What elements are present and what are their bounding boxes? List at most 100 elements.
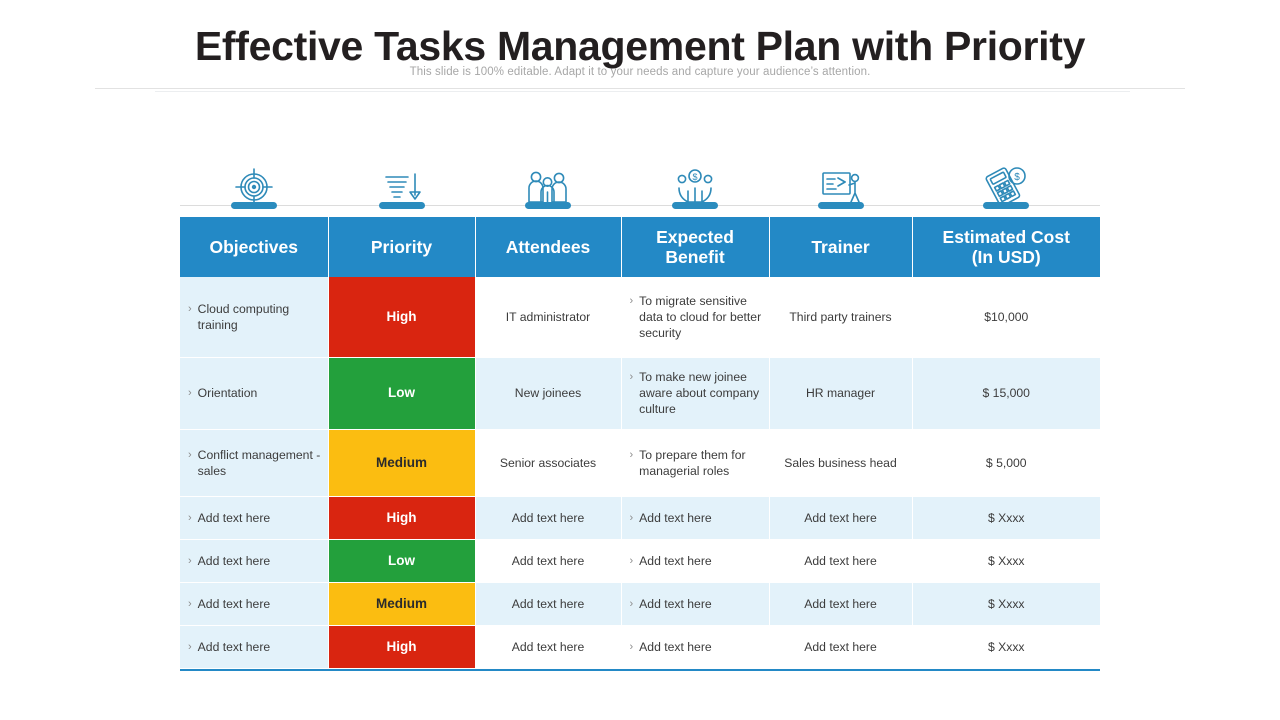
cell-objective[interactable]: › Add text here (180, 625, 329, 669)
svg-text:$: $ (692, 172, 697, 182)
priority-sort-descending-icon (380, 162, 424, 212)
cell-attendees[interactable]: Add text here (475, 496, 622, 540)
cell-trainer[interactable]: Third party trainers (769, 277, 913, 358)
cell-priority[interactable]: High (328, 625, 476, 669)
cell-trainer[interactable]: Add text here (769, 496, 913, 540)
bullet-icon: › (629, 554, 634, 567)
cell-expected-benefit-text: Add text here (639, 553, 712, 568)
cell-priority[interactable]: Medium (328, 582, 476, 626)
column-header-attendees[interactable]: Attendees (475, 217, 622, 277)
cell-attendees[interactable]: Add text here (475, 582, 622, 626)
svg-text:$: $ (1014, 172, 1020, 183)
column-header-objectives[interactable]: Objectives (180, 217, 329, 277)
table-body: › Cloud computing training High IT administ… (180, 277, 1100, 669)
cell-objective-text: Conflict management - sales (197, 447, 321, 478)
header-line: Attendees (505, 237, 591, 257)
header-line: Trainer (811, 237, 870, 257)
bullet-icon: › (188, 448, 192, 461)
cell-objective-text: Orientation (197, 386, 258, 400)
cell-expected-benefit[interactable]: › Add text here (621, 582, 770, 626)
cell-objective-text: Add text here (197, 596, 271, 611)
icon-strip: $ (180, 142, 1100, 212)
table-header-row: Objectives Priority Attendees Expected B… (180, 217, 1100, 277)
cell-trainer[interactable]: HR manager (769, 357, 913, 430)
cell-expected-benefit[interactable]: › To make new joinee aware about company … (621, 357, 770, 430)
cell-objective[interactable]: › Cloud computing training (180, 277, 329, 358)
cell-estimated-cost[interactable]: $ 5,000 (912, 429, 1100, 497)
bullet-icon: › (188, 387, 192, 399)
bullet-icon: › (188, 554, 192, 567)
cell-trainer[interactable]: Sales business head (769, 429, 913, 497)
cell-objective[interactable]: › Orientation (180, 357, 329, 430)
cell-priority[interactable]: High (328, 277, 476, 358)
cell-expected-benefit[interactable]: › Add text here (621, 625, 770, 669)
cell-priority[interactable]: Low (328, 539, 476, 583)
icon-cell-estimated-cost: $ (912, 142, 1100, 212)
icon-accent-bar (983, 202, 1029, 209)
cell-priority[interactable]: Medium (328, 429, 476, 497)
table-row: › Add text here High Add text here › Add text… (180, 625, 1100, 669)
tasks-table: Objectives Priority Attendees Expected B… (180, 217, 1100, 669)
column-header-priority[interactable]: Priority (328, 217, 476, 277)
cell-trainer[interactable]: Add text here (769, 539, 913, 583)
cell-estimated-cost[interactable]: $ Xxxx (912, 625, 1100, 669)
cell-attendees[interactable]: IT administrator (475, 277, 622, 358)
cell-expected-benefit[interactable]: › Add text here (621, 496, 770, 540)
cell-priority[interactable]: High (328, 496, 476, 540)
table-row: › Add text here High Add text here › Add text… (180, 496, 1100, 540)
cell-expected-benefit-text: To migrate sensitive data to cloud for b… (639, 293, 762, 340)
title-divider-secondary (155, 91, 1130, 92)
cell-objective[interactable]: › Add text here (180, 496, 329, 540)
cell-expected-benefit-text: Add text here (639, 639, 712, 654)
table-row: › Add text here Medium Add text here › Add te… (180, 582, 1100, 626)
header-line: Estimated Cost (942, 227, 1070, 247)
cell-priority[interactable]: Low (328, 357, 476, 430)
table-row: › Cloud computing training High IT administ… (180, 277, 1100, 358)
icon-cell-objectives (180, 142, 328, 212)
header-line: Expected (656, 227, 734, 247)
page-subtitle: This slide is 100% editable. Adapt it to… (409, 66, 871, 78)
icon-accent-bar (378, 202, 425, 209)
icon-cell-priority (328, 142, 475, 212)
cell-objective-text: Add text here (197, 510, 271, 525)
bullet-icon: › (629, 448, 634, 461)
cell-expected-benefit[interactable]: › To migrate sensitive data to cloud for … (621, 277, 770, 358)
cell-estimated-cost[interactable]: $10,000 (912, 277, 1100, 358)
cell-expected-benefit[interactable]: › To prepare them for managerial roles (621, 429, 770, 497)
cell-objective-text: Cloud computing training (197, 301, 290, 332)
cell-objective-text: Add text here (197, 639, 271, 654)
cell-trainer[interactable]: Add text here (769, 625, 913, 669)
column-header-trainer[interactable]: Trainer (769, 217, 913, 277)
bullet-icon: › (188, 302, 192, 315)
bullet-icon: › (188, 640, 192, 653)
bullet-icon: › (629, 294, 634, 307)
header-line: Benefit (665, 247, 725, 267)
trainer-presentation-icon (818, 162, 864, 212)
target-icon (233, 162, 275, 212)
bullet-icon: › (188, 597, 192, 610)
cell-estimated-cost[interactable]: $ Xxxx (912, 496, 1100, 540)
cell-objective-text: Add text here (197, 553, 271, 568)
cell-objective[interactable]: › Conflict management - sales (180, 429, 329, 497)
cell-trainer[interactable]: Add text here (769, 582, 913, 626)
cell-objective[interactable]: › Add text here (180, 582, 329, 626)
bullet-icon: › (188, 511, 192, 524)
cell-expected-benefit-text: Add text here (639, 510, 712, 525)
cell-attendees[interactable]: Senior associates (475, 429, 622, 497)
header-line: Objectives (209, 237, 299, 257)
cell-estimated-cost[interactable]: $ Xxxx (912, 582, 1100, 626)
people-group-icon (525, 162, 571, 212)
bullet-icon: › (629, 511, 634, 524)
cell-objective[interactable]: › Add text here (180, 539, 329, 583)
cell-estimated-cost[interactable]: $ 15,000 (912, 357, 1100, 430)
column-header-expected-benefit[interactable]: Expected Benefit (621, 217, 770, 277)
cell-attendees[interactable]: New joinees (475, 357, 622, 430)
icon-accent-bar (231, 202, 277, 209)
column-header-estimated-cost[interactable]: Estimated Cost (In USD) (912, 217, 1100, 277)
cell-attendees[interactable]: Add text here (475, 625, 622, 669)
cell-attendees[interactable]: Add text here (475, 539, 622, 583)
table-bottom-accent (180, 668, 1100, 671)
cell-estimated-cost[interactable]: $ Xxxx (912, 539, 1100, 583)
cell-expected-benefit[interactable]: › Add text here (621, 539, 770, 583)
